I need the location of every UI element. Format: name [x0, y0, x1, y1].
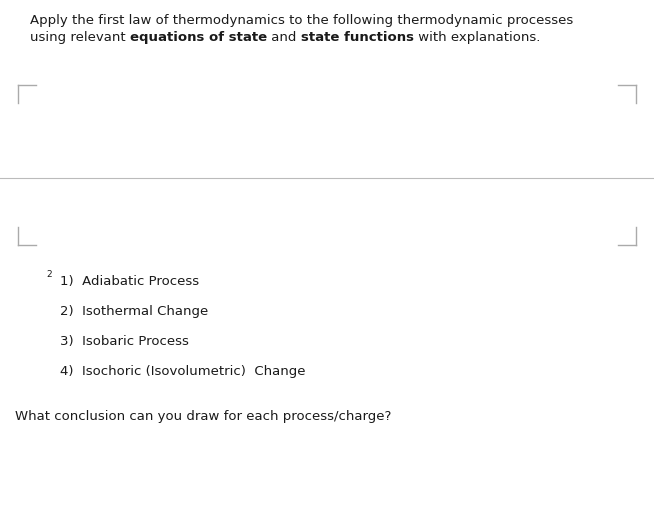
Text: What conclusion can you draw for each process/charge?: What conclusion can you draw for each pr…	[15, 410, 391, 423]
Text: 3)  Isobaric Process: 3) Isobaric Process	[60, 335, 189, 348]
Text: 4)  Isochoric (Isovolumetric)  Change: 4) Isochoric (Isovolumetric) Change	[60, 365, 305, 378]
Text: Apply the first law of thermodynamics to the following thermodynamic processes: Apply the first law of thermodynamics to…	[30, 14, 574, 27]
Text: with explanations.: with explanations.	[413, 31, 540, 44]
Text: using relevant: using relevant	[30, 31, 130, 44]
Text: equations of state: equations of state	[130, 31, 267, 44]
Text: 2)  Isothermal Change: 2) Isothermal Change	[60, 305, 208, 318]
Text: state functions: state functions	[301, 31, 413, 44]
Text: 1)  Adiabatic Process: 1) Adiabatic Process	[60, 275, 199, 288]
Text: and: and	[267, 31, 301, 44]
Text: 2: 2	[46, 270, 52, 279]
